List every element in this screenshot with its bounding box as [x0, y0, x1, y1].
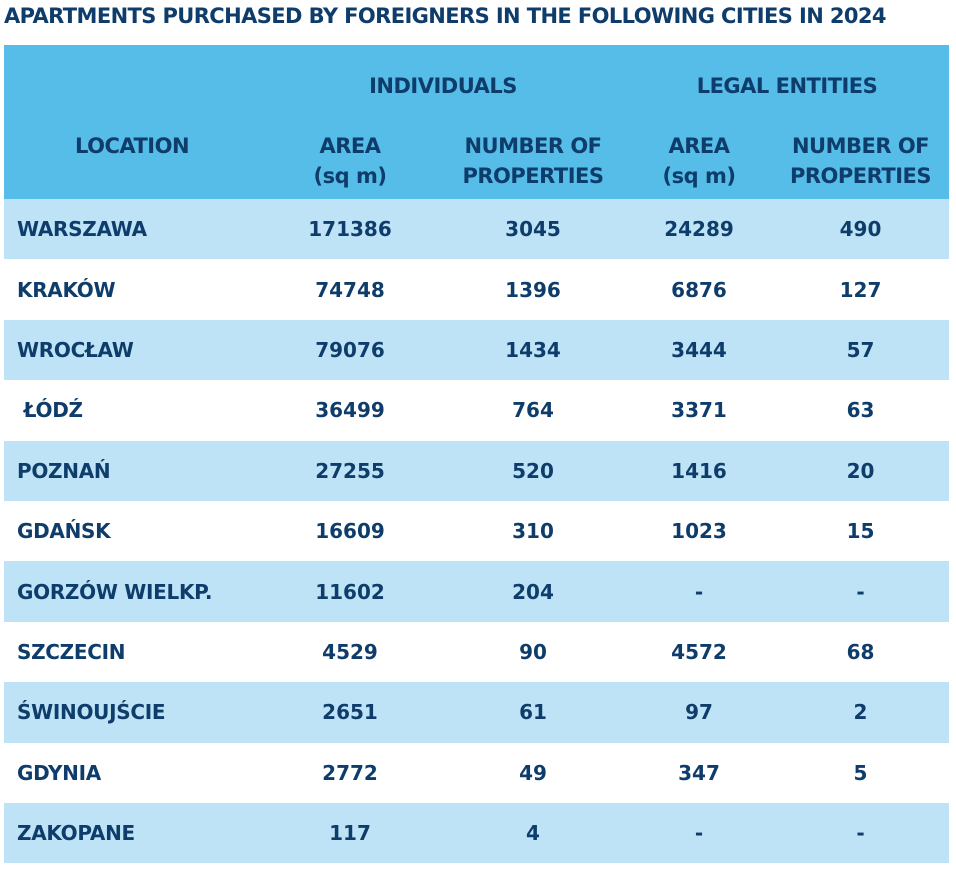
cell-legal-properties: -	[856, 579, 865, 604]
cell-legal-properties: 68	[846, 639, 875, 664]
cell-individuals-area: 11602	[315, 579, 385, 604]
cell-individuals-properties: 310	[512, 519, 554, 544]
cell-legal-area: 24289	[664, 217, 734, 242]
cell-legal-area: 6876	[671, 277, 727, 302]
cell-location: ZAKOPANE	[17, 821, 135, 846]
cell-location: ŁÓDŹ	[17, 398, 83, 423]
table-title: APARTMENTS PURCHASED BY FOREIGNERS IN TH…	[4, 4, 887, 28]
cell-individuals-properties: 4	[526, 821, 540, 846]
column-header-legal-properties: NUMBER OF PROPERTIES	[772, 131, 949, 191]
cell-legal-area: 3371	[671, 398, 727, 423]
column-header-line: AREA	[319, 134, 381, 158]
cell-location: ŚWINOUJŚCIE	[17, 700, 166, 725]
cell-individuals-properties: 49	[519, 760, 547, 785]
cell-individuals-properties: 764	[512, 398, 554, 423]
cell-location: WROCŁAW	[17, 337, 134, 362]
cell-location: GDYNIA	[17, 760, 101, 785]
cell-individuals-properties: 90	[519, 639, 547, 664]
column-header-line: AREA	[668, 134, 730, 158]
cell-individuals-area: 171386	[308, 217, 392, 242]
cell-legal-area: 97	[685, 700, 713, 725]
cell-individuals-area: 27255	[315, 458, 385, 483]
column-header-location: LOCATION	[74, 134, 190, 158]
cell-location: GORZÓW WIELKP.	[17, 579, 213, 604]
group-header-legal-entities: LEGAL ENTITIES	[696, 74, 878, 98]
cell-legal-properties: 2	[853, 700, 868, 725]
cell-individuals-properties: 1434	[505, 337, 561, 362]
cell-individuals-area: 4529	[322, 639, 378, 664]
column-header-line: (sq m)	[662, 164, 736, 188]
cell-individuals-area: 16609	[315, 519, 385, 544]
cell-individuals-area: 117	[329, 821, 371, 846]
cell-individuals-area: 79076	[315, 337, 385, 362]
cell-legal-properties: 127	[839, 277, 882, 302]
table-body: WARSZAWA 171386 3045 24289 490 KRAKÓW 74748 139…	[4, 199, 949, 864]
cell-legal-area: 4572	[671, 639, 727, 664]
cell-legal-properties: 15	[846, 519, 875, 544]
cell-individuals-properties: 204	[512, 579, 554, 604]
cell-legal-area: -	[694, 579, 704, 604]
table-row: SZCZECIN 4529 90 4572 68	[4, 622, 949, 682]
table-row: ZAKOPANE 117 4 - -	[4, 802, 949, 864]
column-header-line: NUMBER OF	[791, 134, 930, 158]
column-header-individuals-area: AREA (sq m)	[260, 131, 440, 191]
cell-legal-properties: 490	[839, 217, 882, 242]
cell-individuals-area: 2772	[322, 760, 378, 785]
table-row: KRAKÓW 74748 1396 6876 127	[4, 259, 949, 319]
table-row: GORZÓW WIELKP. 11602 204 - -	[4, 561, 949, 622]
cell-location: SZCZECIN	[17, 639, 126, 664]
cell-legal-properties: -	[856, 821, 865, 846]
cell-legal-area: 347	[678, 760, 720, 785]
column-header-line: PROPERTIES	[790, 164, 932, 188]
group-header-individuals: INDIVIDUALS	[369, 74, 517, 98]
cell-individuals-area: 36499	[315, 398, 385, 423]
table-row: GDYNIA 2772 49 347 5	[4, 743, 949, 803]
cell-location: WARSZAWA	[17, 217, 147, 242]
cell-legal-area: -	[694, 821, 704, 846]
table-row: ŚWINOUJŚCIE 2651 61 97 2	[4, 682, 949, 743]
cell-legal-area: 1023	[671, 519, 727, 544]
column-header-legal-area: AREA (sq m)	[626, 131, 772, 191]
cell-individuals-properties: 61	[519, 700, 547, 725]
column-header-line: (sq m)	[313, 164, 387, 188]
cell-individuals-area: 2651	[322, 700, 378, 725]
cell-individuals-properties: 3045	[505, 217, 561, 242]
table-row: GDAŃSK 16609 310 1023 15	[4, 501, 949, 561]
cell-location: GDAŃSK	[17, 519, 111, 544]
column-header-line: NUMBER OF	[464, 134, 602, 158]
cell-legal-properties: 63	[846, 398, 875, 423]
cell-legal-area: 3444	[671, 337, 727, 362]
column-header-individuals-properties: NUMBER OF PROPERTIES	[440, 131, 626, 191]
table-row: WARSZAWA 171386 3045 24289 490	[4, 199, 949, 260]
cell-individuals-area: 74748	[315, 277, 385, 302]
cell-legal-properties: 20	[846, 458, 875, 483]
cell-legal-area: 1416	[671, 458, 727, 483]
table-row: WROCŁAW 79076 1434 3444 57	[4, 319, 949, 381]
column-header-line: PROPERTIES	[462, 164, 605, 188]
cell-location: POZNAŃ	[17, 458, 111, 483]
cell-individuals-properties: 520	[512, 458, 554, 483]
table-row: ŁÓDŹ 36499 764 3371 63	[4, 380, 949, 440]
data-table: INDIVIDUALS LEGAL ENTITIES LOCATION AREA…	[4, 45, 949, 864]
table-row: POZNAŃ 27255 520 1416 20	[4, 440, 949, 501]
cell-individuals-properties: 1396	[505, 277, 561, 302]
cell-location: KRAKÓW	[17, 277, 116, 302]
cell-legal-properties: 5	[853, 760, 868, 785]
cell-legal-properties: 57	[846, 337, 875, 362]
table-header: INDIVIDUALS LEGAL ENTITIES LOCATION AREA…	[4, 45, 949, 199]
